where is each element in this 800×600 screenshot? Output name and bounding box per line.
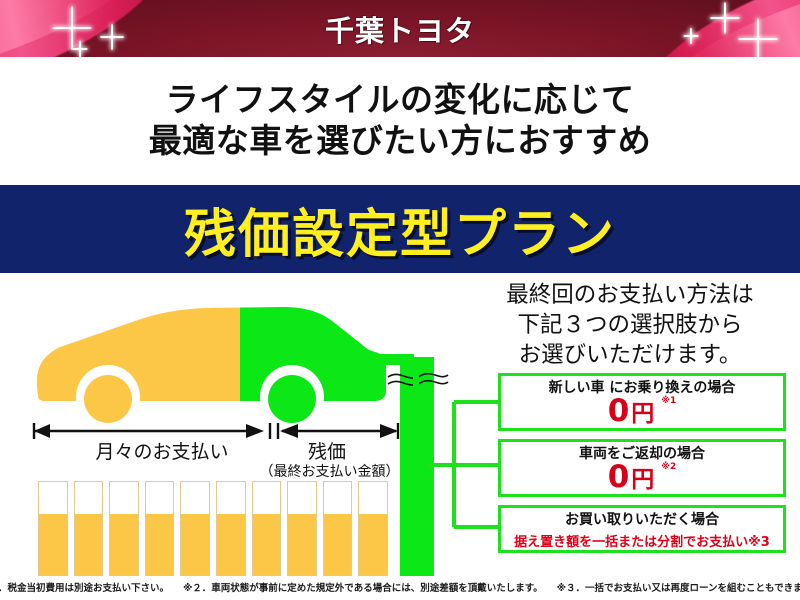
footnotes: ※１．税金当初費用は別途お支払い下さい。 ※２．車両状態が事前に定めた規定外であ… [0,580,800,594]
payment-bar [287,481,317,576]
explainer-line-3: お選びいただけます。 [518,341,742,368]
monthly-payment-label: 月々のお支払い [95,441,229,463]
option-1-price-number: 0 [607,393,630,429]
option-2-price: 0 円 ※2 [608,462,677,493]
explainer-line-2: 下記３つの選択肢から [517,311,743,338]
payment-bar [38,481,68,576]
lead-line-2: 最適な車を選びたい方におすすめ [148,121,652,160]
option-1-heading: 新しい車 にお乗り換えの場合 [548,380,736,396]
monthly-payment-bars [38,481,388,576]
option-2-heading: 車両をご返却の場合 [579,446,705,462]
option-1-price: 0 円 ※1 [608,396,677,427]
option-1-price-unit: 円 [631,401,655,427]
options-connector-bracket [428,369,500,561]
payment-bar [251,481,282,576]
option-2-price-unit: 円 [631,467,655,493]
car-front-wheel [84,375,132,423]
footnote-3: ※３．一括でお支払い又は再度ローンを組むこともできます。 [556,583,800,594]
payment-bar [358,481,388,576]
footnote-1: ※１．税金当初費用は別途お支払い下さい。 [0,583,170,594]
residual-value-label: 残価 [307,441,346,463]
plan-title: 残価設定型プラン [183,204,616,265]
option-3-heading: お買い取りいただく場合 [565,511,719,528]
residual-value-sublabel: （最終お支払い金額） [259,464,400,480]
diagram-area: 月々のお支払い 残価 （最終お支払い金額） 最終回のお支払い方法は [0,273,800,600]
explainer-line-1: 最終回のお支払い方法は [506,282,754,308]
payment-bar [215,481,246,576]
footnote-2: ※２．車両状態が事前に定めた規定外である場合には、別途差額を頂戴いたします。 [183,583,543,594]
plan-title-band: 残価設定型プラン [0,185,800,273]
car-rear-wheel [268,375,316,423]
option-box-return[interactable]: 車両をご返却の場合 0 円 ※2 [498,439,786,497]
option-1-footnote-ref: ※1 [661,396,677,406]
lead-line-1: ライフスタイルの変化に応じて [165,80,635,120]
option-3-subtext: 据え置き額を一括または分割でお支払い※3 [514,534,770,550]
lead-copy: ライフスタイルの変化に応じて 最適な車を選びたい方におすすめ [0,57,800,185]
brand-header: 千葉トヨタ [0,0,800,57]
payment-bar [109,481,139,576]
car-icon [36,307,386,429]
option-2-footnote-ref: ※2 [661,462,677,472]
option-box-trade-in[interactable]: 新しい車 にお乗り換えの場合 0 円 ※1 [498,373,786,431]
option-2-price-number: 0 [607,459,630,495]
payment-bar [73,481,104,576]
brand-title: 千葉トヨタ [324,13,475,48]
residual-flow-arrow-icon [358,273,453,369]
payment-bar [322,481,353,576]
dimension-arrows [30,421,400,441]
payment-bar [144,481,175,576]
car-illustration [30,287,390,432]
option-box-buyout[interactable]: お買い取りいただく場合 据え置き額を一括または分割でお支払い※3 [498,505,786,553]
final-payment-explainer: 最終回のお支払い方法は 下記３つの選択肢から お選びいただけます。 [465,281,795,371]
payment-bar [180,481,210,576]
